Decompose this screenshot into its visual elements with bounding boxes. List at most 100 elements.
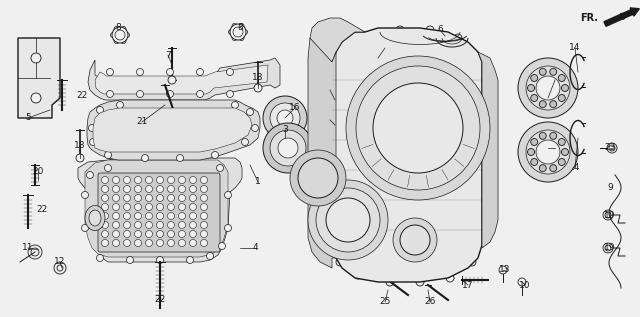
Circle shape <box>134 185 141 192</box>
Circle shape <box>218 243 225 249</box>
Text: 7: 7 <box>165 50 171 60</box>
Text: 2: 2 <box>375 54 381 62</box>
Circle shape <box>145 240 152 247</box>
Text: 10: 10 <box>519 281 531 289</box>
Circle shape <box>31 53 41 63</box>
Circle shape <box>200 177 207 184</box>
Circle shape <box>228 29 234 35</box>
Circle shape <box>476 76 484 84</box>
Circle shape <box>168 240 175 247</box>
Circle shape <box>124 204 131 210</box>
Circle shape <box>329 134 337 142</box>
Text: 16: 16 <box>289 103 301 113</box>
Text: 24: 24 <box>324 115 335 125</box>
Text: 26: 26 <box>424 297 436 307</box>
Circle shape <box>531 139 538 146</box>
Circle shape <box>540 68 547 75</box>
Circle shape <box>308 180 388 260</box>
Circle shape <box>168 195 175 202</box>
Text: 21: 21 <box>136 118 148 126</box>
Circle shape <box>468 258 476 266</box>
Circle shape <box>121 26 126 31</box>
Circle shape <box>81 224 88 231</box>
Circle shape <box>157 256 163 263</box>
Circle shape <box>145 230 152 237</box>
Circle shape <box>216 165 223 171</box>
Circle shape <box>527 148 534 156</box>
Text: 22: 22 <box>76 90 88 100</box>
Circle shape <box>298 158 338 198</box>
Circle shape <box>166 90 173 98</box>
Circle shape <box>168 212 175 219</box>
Circle shape <box>254 84 262 92</box>
Circle shape <box>134 222 141 229</box>
Polygon shape <box>18 38 60 118</box>
Circle shape <box>561 85 568 92</box>
Circle shape <box>115 30 125 40</box>
Circle shape <box>550 101 557 108</box>
Circle shape <box>121 39 126 43</box>
Circle shape <box>134 212 141 219</box>
Circle shape <box>230 24 246 40</box>
Circle shape <box>141 154 148 161</box>
Polygon shape <box>310 18 365 62</box>
Circle shape <box>113 204 120 210</box>
Polygon shape <box>87 100 260 160</box>
Circle shape <box>373 83 463 173</box>
Circle shape <box>393 218 437 262</box>
Circle shape <box>603 243 613 253</box>
Circle shape <box>329 184 337 192</box>
Circle shape <box>177 154 184 161</box>
Circle shape <box>102 204 109 210</box>
Text: 19: 19 <box>604 243 616 253</box>
Circle shape <box>605 245 611 251</box>
Circle shape <box>278 138 298 158</box>
Circle shape <box>386 278 394 286</box>
Circle shape <box>116 101 124 108</box>
Circle shape <box>157 212 163 219</box>
Circle shape <box>145 185 152 192</box>
Circle shape <box>540 132 547 139</box>
Circle shape <box>476 126 484 134</box>
Text: 9: 9 <box>607 184 613 192</box>
Circle shape <box>189 185 196 192</box>
Circle shape <box>499 266 507 274</box>
Circle shape <box>531 74 538 81</box>
Text: 5: 5 <box>25 113 31 122</box>
Circle shape <box>277 110 293 126</box>
Circle shape <box>104 165 111 171</box>
Circle shape <box>54 262 66 274</box>
Circle shape <box>134 240 141 247</box>
Circle shape <box>607 143 617 153</box>
Circle shape <box>145 195 152 202</box>
Circle shape <box>189 195 196 202</box>
Circle shape <box>531 158 538 165</box>
Text: 15: 15 <box>549 144 561 152</box>
Circle shape <box>558 94 565 101</box>
Circle shape <box>157 222 163 229</box>
Circle shape <box>31 248 39 256</box>
Circle shape <box>239 23 244 29</box>
Circle shape <box>243 29 248 35</box>
Circle shape <box>31 93 41 103</box>
Circle shape <box>196 68 204 75</box>
Circle shape <box>124 222 131 229</box>
Circle shape <box>200 230 207 237</box>
Text: 8: 8 <box>237 23 243 33</box>
Circle shape <box>426 26 434 34</box>
Circle shape <box>171 111 179 119</box>
Circle shape <box>454 34 462 42</box>
Text: 1: 1 <box>255 178 261 186</box>
Polygon shape <box>308 38 336 268</box>
Circle shape <box>114 26 119 31</box>
Circle shape <box>157 177 163 184</box>
Circle shape <box>225 224 232 231</box>
Circle shape <box>232 101 239 108</box>
Circle shape <box>189 177 196 184</box>
Circle shape <box>113 240 120 247</box>
Text: 19: 19 <box>604 210 616 219</box>
Circle shape <box>536 140 560 164</box>
Polygon shape <box>478 52 498 248</box>
Circle shape <box>104 152 111 158</box>
Circle shape <box>179 222 186 229</box>
